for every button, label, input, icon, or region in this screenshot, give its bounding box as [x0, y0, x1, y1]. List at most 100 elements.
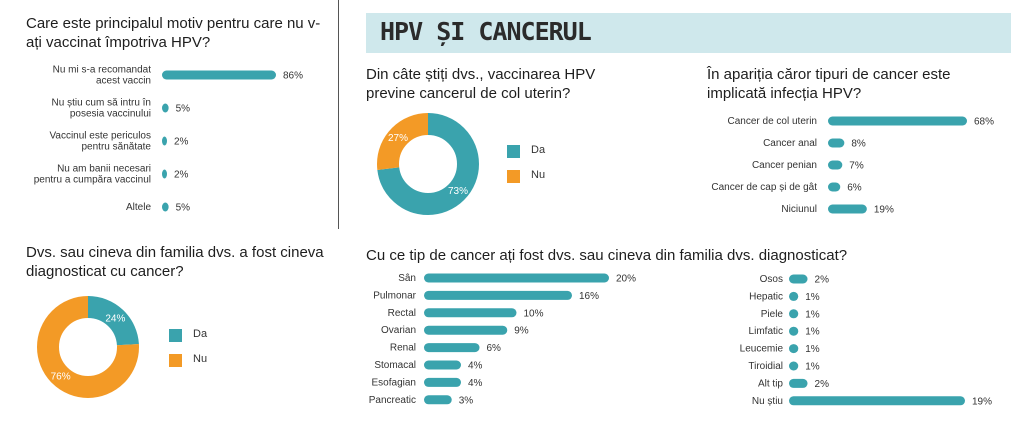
prevents-question: Din câte știți dvs., vaccinarea HPV prev…	[366, 66, 596, 102]
value-label: 2%	[815, 275, 830, 286]
category-label: Piele	[761, 309, 784, 320]
value-label: 1%	[805, 362, 820, 373]
bar	[828, 138, 845, 148]
pie-slice	[377, 113, 479, 215]
bar	[789, 309, 799, 319]
legend-da-swatch	[169, 329, 182, 342]
category-label: Niciunul	[781, 204, 817, 215]
bar	[424, 360, 461, 370]
bar	[162, 136, 167, 146]
category-label: Hepatic	[749, 291, 783, 302]
category-label: Alt tip	[758, 378, 783, 389]
bar	[789, 274, 808, 284]
pie-slice	[37, 296, 139, 398]
legend-da-swatch	[507, 145, 520, 158]
category-label: Rectal	[388, 308, 416, 319]
value-label: 19%	[874, 205, 894, 216]
slice-label: 27%	[388, 133, 408, 144]
category-label: Pancreatic	[369, 395, 416, 406]
bar	[424, 273, 609, 283]
value-label: 6%	[487, 343, 502, 354]
bar	[162, 70, 276, 80]
value-label: 9%	[514, 326, 529, 337]
category-label: Esofagian	[372, 377, 416, 388]
category-label: Pulmonar	[373, 290, 416, 301]
legend-nu-swatch	[507, 170, 520, 183]
category-label: Nu am banii necesari	[57, 164, 151, 175]
category-label: Tiroidial	[748, 361, 783, 372]
category-label: pentru a cumpăra vaccinul	[34, 175, 151, 186]
category-label: Ovarian	[381, 325, 416, 336]
bar	[789, 344, 799, 354]
types-question: În apariția căror tipuri de cancer este …	[707, 66, 951, 102]
vertical-divider	[338, 0, 339, 229]
bar	[789, 326, 799, 336]
bar	[789, 378, 808, 388]
value-label: 1%	[805, 344, 820, 355]
value-label: 20%	[616, 274, 636, 285]
value-label: 2%	[815, 379, 830, 390]
value-label: 3%	[459, 395, 474, 406]
bar	[789, 291, 799, 301]
value-label: 1%	[805, 309, 820, 320]
legend-nu-label: Nu	[531, 169, 546, 181]
bar	[424, 290, 572, 300]
category-label: Leucemie	[740, 344, 784, 355]
slice-label: 73%	[448, 186, 468, 197]
category-label: acest vaccin	[96, 76, 151, 87]
category-label: Altele	[126, 202, 151, 213]
bar	[424, 377, 461, 387]
category-label: Stomacal	[374, 360, 416, 371]
bar	[828, 182, 841, 192]
bar	[162, 103, 169, 113]
bar	[424, 308, 517, 318]
category-label: Cancer anal	[763, 138, 817, 149]
category-label: Renal	[390, 343, 416, 354]
value-label: 1%	[805, 292, 820, 303]
legend-da-label: Da	[193, 328, 208, 340]
slice-label: 24%	[105, 313, 125, 324]
value-label: 4%	[468, 361, 483, 372]
value-label: 10%	[524, 308, 544, 319]
category-label: Osos	[760, 274, 783, 285]
value-label: 7%	[849, 161, 864, 172]
bar	[162, 202, 169, 212]
value-label: 86%	[283, 71, 303, 82]
bar	[424, 325, 508, 335]
diagnosis-question: Cu ce tip de cancer ați fost dvs. sau ci…	[366, 247, 848, 264]
category-label: Sân	[398, 273, 416, 284]
legend-nu-swatch	[169, 354, 182, 367]
value-label: 19%	[972, 396, 992, 407]
value-label: 5%	[176, 203, 191, 214]
category-label: Nu mi s-a recomandat	[53, 65, 152, 76]
reason-question: Care este principalul motiv pentru care …	[26, 15, 321, 51]
category-label: Cancer de col uterin	[728, 116, 818, 127]
bar	[789, 361, 799, 371]
category-label: Cancer de cap și de gât	[711, 182, 817, 193]
value-label: 4%	[468, 378, 483, 389]
value-label: 2%	[174, 170, 189, 181]
category-label: Vaccinul este periculos	[49, 131, 151, 142]
slice-label: 76%	[51, 372, 71, 383]
value-label: 16%	[579, 291, 599, 302]
value-label: 6%	[847, 183, 862, 194]
legend-nu-label: Nu	[193, 353, 208, 365]
bar	[828, 160, 843, 170]
category-label: Nu știu	[752, 396, 783, 407]
bar	[828, 116, 967, 126]
value-label: 68%	[974, 117, 994, 128]
value-label: 5%	[176, 104, 191, 115]
bar	[424, 343, 480, 353]
category-label: posesia vaccinului	[70, 109, 151, 120]
bar	[424, 395, 452, 405]
category-label: Nu știu cum să intru în	[52, 98, 151, 109]
legend-da-label: Da	[531, 144, 546, 156]
category-label: Limfatic	[749, 326, 783, 337]
category-label: pentru sănătate	[82, 142, 152, 153]
value-label: 2%	[174, 137, 189, 148]
value-label: 1%	[805, 327, 820, 338]
value-label: 8%	[851, 139, 866, 150]
bar	[828, 204, 867, 214]
section-banner	[366, 13, 1011, 53]
